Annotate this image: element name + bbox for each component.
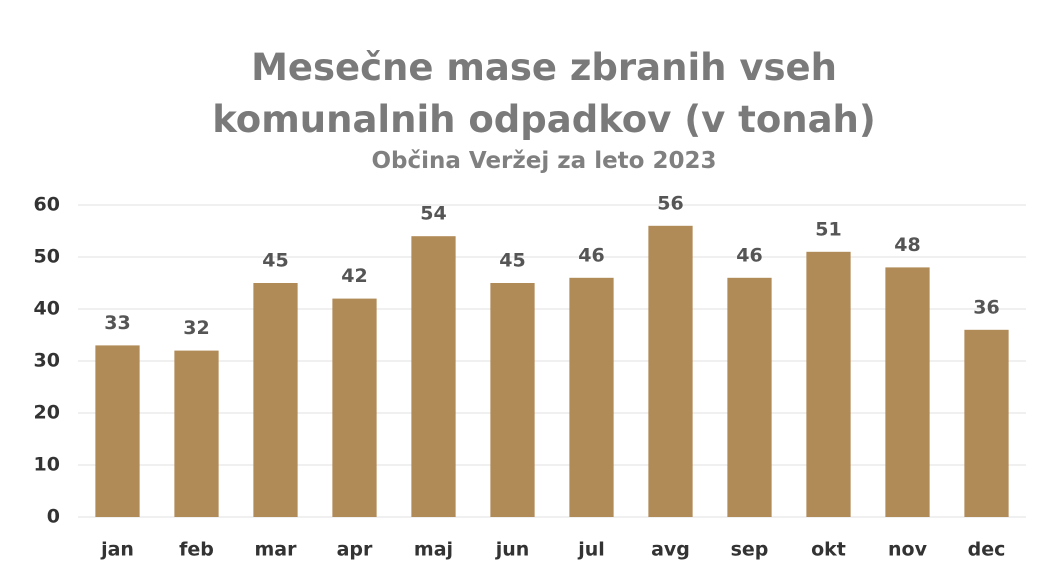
x-tick-label: mar (255, 539, 298, 561)
bar (964, 329, 1009, 517)
chart-title: Mesečne mase zbranih vseh komunalnih odp… (212, 46, 876, 141)
bar (490, 283, 535, 517)
bar (174, 350, 219, 517)
data-label: 36 (973, 296, 999, 318)
data-label: 48 (894, 234, 920, 256)
bar (806, 251, 851, 518)
x-tick-label: okt (811, 539, 846, 561)
data-label: 32 (183, 317, 209, 339)
y-tick-label: 0 (47, 506, 60, 528)
data-label: 46 (578, 244, 604, 266)
data-label: 51 (815, 218, 841, 240)
x-tick-label: avg (651, 539, 690, 561)
data-label: 56 (657, 192, 683, 214)
data-label: 54 (420, 203, 446, 225)
bar (648, 225, 693, 518)
x-tick-label: jul (577, 539, 605, 561)
x-tick-label: jan (100, 539, 134, 561)
data-label: 33 (104, 312, 130, 334)
y-tick-label: 60 (34, 194, 60, 216)
x-tick-label: sep (731, 539, 769, 561)
y-tick-label: 10 (34, 454, 60, 476)
bar (332, 298, 377, 517)
x-tick-label: apr (337, 539, 373, 561)
data-label: 45 (262, 250, 288, 272)
data-label: 45 (499, 250, 525, 272)
y-tick-label: 30 (34, 350, 60, 372)
x-tick-label: jun (495, 539, 530, 561)
bar (569, 277, 614, 517)
bar (885, 267, 930, 517)
data-label: 42 (341, 265, 367, 287)
bar (727, 277, 772, 517)
data-label: 46 (736, 244, 762, 266)
chart-subtitle: Občina Veržej za leto 2023 (371, 148, 717, 174)
bar (253, 283, 298, 517)
y-tick-label: 40 (34, 298, 60, 320)
x-tick-label: dec (968, 539, 1006, 561)
bar (95, 345, 140, 517)
x-tick-label: feb (179, 539, 214, 561)
x-tick-label: maj (414, 539, 453, 561)
x-tick-label: nov (888, 539, 928, 561)
bar (411, 236, 456, 517)
y-tick-label: 20 (34, 402, 60, 424)
y-tick-label: 50 (34, 246, 60, 268)
